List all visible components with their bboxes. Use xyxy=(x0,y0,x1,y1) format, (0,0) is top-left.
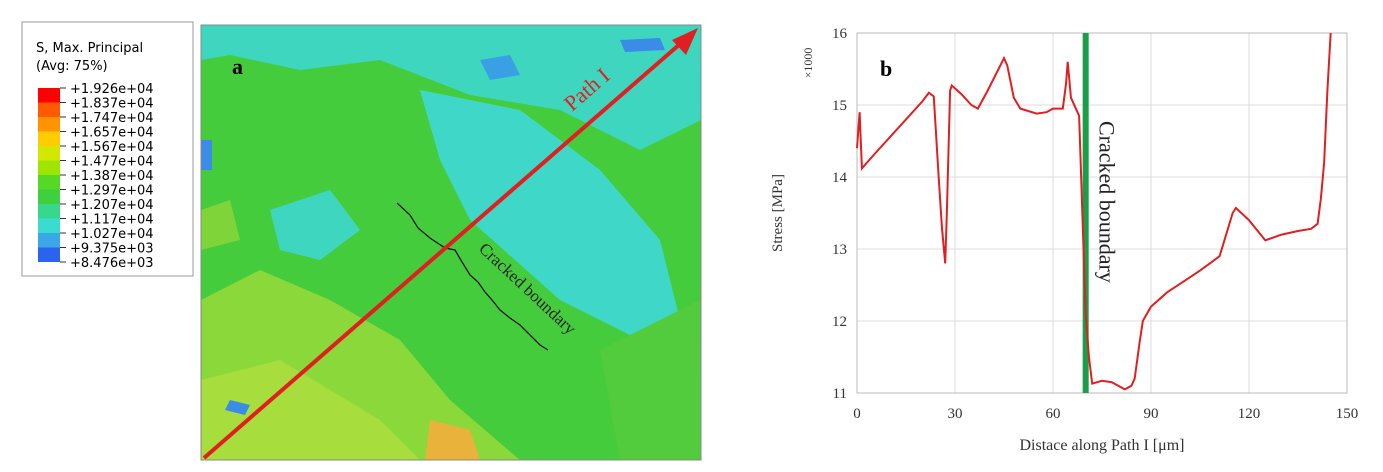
legend-swatch xyxy=(38,247,60,262)
y-tick-label: 15 xyxy=(832,98,847,114)
legend-level: +1.387e+04 xyxy=(70,169,154,184)
legend: S, Max. Principal(Avg: 75%)+1.926e+04+1.… xyxy=(36,41,154,271)
legend-swatch xyxy=(38,146,60,161)
legend-swatch xyxy=(38,189,60,204)
x-axis-label: Distace along Path I [μm] xyxy=(1020,437,1185,454)
x-tick-label: 30 xyxy=(948,406,963,422)
legend-level: +1.657e+04 xyxy=(70,126,154,141)
legend-swatch xyxy=(38,117,60,132)
y-tick-label: 14 xyxy=(832,170,848,186)
x-tick-label: 60 xyxy=(1046,406,1061,422)
y-tick-label: 13 xyxy=(832,242,847,258)
y-tick-label: 11 xyxy=(833,386,847,402)
legend-swatch xyxy=(38,233,60,248)
legend-level: +1.567e+04 xyxy=(70,140,154,155)
chart: 0 30 60 90 120 150 11 12 13 14 15 16 Distace along P… xyxy=(770,26,1358,454)
path-arrow xyxy=(202,35,690,460)
panel-label: a xyxy=(232,54,243,79)
legend-level: +1.747e+04 xyxy=(70,111,154,126)
legend-level: +1.027e+04 xyxy=(70,227,154,242)
data-line xyxy=(856,32,1332,391)
legend-level: +1.297e+04 xyxy=(70,184,154,199)
legend-level: +1.117e+04 xyxy=(70,213,154,228)
panel-label: b xyxy=(880,56,892,81)
legend-title: (Avg: 75%) xyxy=(36,59,108,74)
legend-swatch xyxy=(38,218,60,233)
legend-level: +8.476e+03 xyxy=(70,256,154,271)
x-tick-label: 120 xyxy=(1238,406,1261,422)
legend-level: +1.207e+04 xyxy=(70,198,154,213)
crack xyxy=(396,202,549,351)
legend-level: +1.837e+04 xyxy=(70,97,154,112)
y-axis-label: Stress [MPa] xyxy=(770,174,786,252)
y-tick-label: 12 xyxy=(832,314,847,330)
legend-swatch xyxy=(38,88,60,103)
x-tick-label: 90 xyxy=(1144,406,1159,422)
x-tick-label: 150 xyxy=(1336,406,1359,422)
plot-frame xyxy=(856,32,1348,394)
legend-level: +9.375e+03 xyxy=(70,242,154,257)
legend-level: +1.477e+04 xyxy=(70,155,154,170)
y-multiplier: ×1000 xyxy=(801,48,815,79)
x-tick-label: 0 xyxy=(853,406,861,422)
legend-swatch xyxy=(38,204,60,219)
arrow-head xyxy=(672,28,698,55)
legend-swatch xyxy=(38,131,60,146)
legend-swatch xyxy=(38,160,60,175)
y-tick-label: 16 xyxy=(832,26,848,42)
contour-border xyxy=(200,24,702,461)
legend-swatch xyxy=(38,102,60,117)
boundary-label: Cracked boundary xyxy=(1095,121,1120,283)
legend-level: +1.926e+04 xyxy=(70,82,154,97)
legend-swatch xyxy=(38,175,60,190)
legend-title: S, Max. Principal xyxy=(36,41,143,56)
